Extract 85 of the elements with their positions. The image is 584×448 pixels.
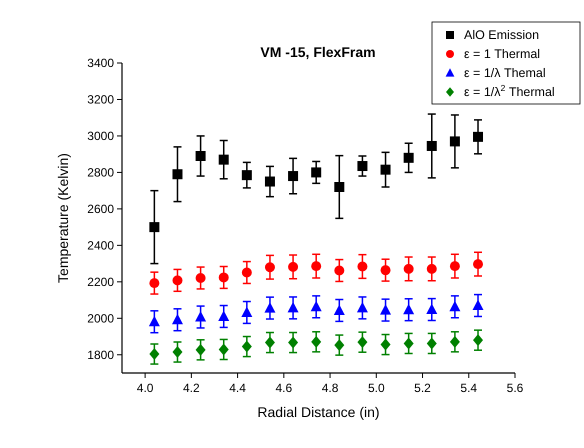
point — [450, 336, 460, 348]
point — [426, 304, 438, 314]
point — [311, 261, 322, 272]
point — [356, 302, 368, 312]
y-tick-label: 2800 — [87, 165, 114, 180]
x-tick-label: 4.2 — [183, 381, 200, 395]
point — [380, 304, 392, 315]
point — [196, 272, 206, 283]
x-tick-label: 5.0 — [368, 381, 385, 395]
x-tick-label: 4.6 — [275, 381, 292, 395]
point — [404, 152, 414, 163]
point — [195, 311, 206, 322]
point — [334, 266, 344, 276]
point — [218, 154, 229, 165]
point — [310, 300, 322, 312]
point — [380, 164, 391, 175]
y-tick-label: 2600 — [87, 202, 114, 216]
y-tick-label: 2400 — [87, 238, 114, 252]
point — [218, 310, 230, 321]
x-tick-label: 5.6 — [506, 381, 524, 395]
point — [242, 268, 252, 278]
point — [357, 161, 368, 172]
point — [426, 337, 437, 350]
point — [426, 264, 437, 274]
point — [404, 264, 414, 274]
point — [242, 340, 252, 353]
point — [450, 261, 460, 272]
point — [334, 304, 345, 315]
point — [149, 222, 160, 232]
chart-title: VM -15, FlexFram — [260, 44, 376, 60]
legend-label: AlO Emission — [464, 28, 540, 42]
y-tick-label: 2000 — [87, 311, 114, 326]
point — [218, 343, 229, 356]
x-tick-label: 4.8 — [322, 381, 339, 395]
y-tick-label: 3400 — [87, 56, 114, 70]
point — [334, 339, 344, 352]
point — [473, 132, 484, 142]
point — [311, 167, 322, 178]
x-tick-label: 5.2 — [414, 381, 432, 395]
point — [334, 182, 344, 192]
y-tick-label: 3000 — [87, 128, 114, 143]
point — [473, 334, 484, 346]
legend-label: ε = 1/λ Themal — [464, 66, 546, 80]
x-axis-title: Radial Distance (in) — [257, 404, 380, 420]
x-tick-label: 4.4 — [229, 381, 246, 395]
point — [311, 336, 322, 348]
point — [196, 151, 206, 161]
point — [380, 265, 391, 276]
y-tick-label: 1800 — [87, 348, 114, 362]
point — [172, 169, 182, 180]
point — [403, 304, 414, 314]
point — [357, 336, 368, 348]
x-tick-label: 5.4 — [460, 381, 478, 395]
point — [172, 275, 182, 286]
point — [472, 300, 484, 310]
point — [264, 262, 275, 272]
x-tick-label: 4.0 — [136, 381, 154, 395]
point — [149, 348, 160, 360]
point — [288, 262, 298, 272]
point — [288, 171, 298, 182]
y-axis-title: Temperature (Kelvin) — [55, 153, 71, 283]
point — [426, 140, 437, 151]
point — [404, 337, 414, 350]
y-tick-label: 2200 — [87, 274, 114, 289]
point — [196, 344, 206, 356]
point — [450, 136, 460, 146]
point — [264, 336, 275, 349]
legend-label: ε = 1 Thermal — [464, 47, 540, 61]
point — [288, 302, 299, 312]
point — [242, 170, 252, 180]
point — [241, 306, 252, 317]
point — [473, 259, 484, 270]
point — [380, 338, 391, 351]
point — [264, 302, 276, 313]
point — [148, 316, 160, 326]
point — [357, 262, 368, 272]
point — [264, 176, 275, 187]
point — [172, 314, 183, 324]
point — [449, 300, 460, 312]
point — [288, 336, 298, 349]
legend-label: ε = 1/λ$^{2}$ Thermal — [464, 83, 555, 99]
point — [149, 278, 160, 288]
point — [218, 272, 229, 282]
y-tick-label: 3200 — [87, 92, 114, 106]
point — [172, 346, 182, 358]
